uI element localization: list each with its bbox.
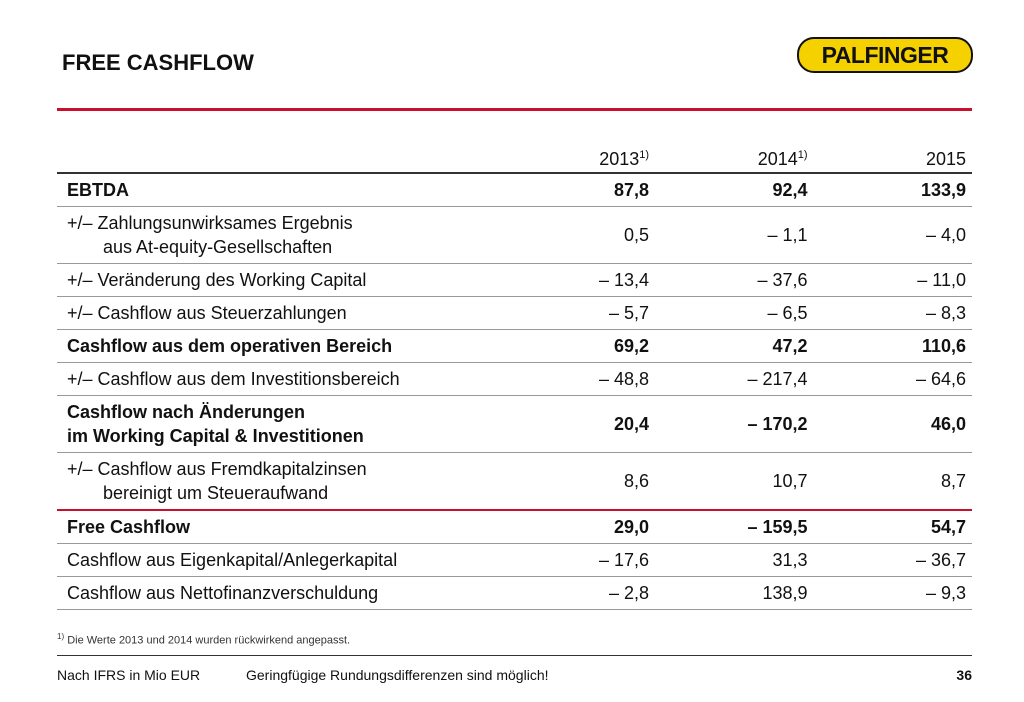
table-row: Free Cashflow 29,0– 159,5 54,7 [57, 509, 972, 544]
footer-note: Geringfügige Rundungsdifferenzen sind mö… [246, 667, 549, 683]
value-cell: – 11,0 [813, 263, 972, 297]
label-line: bereinigt um Steueraufwand [103, 483, 329, 503]
table-row: Cashflow aus dem operativen Bereich 69,2 4… [57, 329, 972, 363]
value-cell: 10,7 [655, 452, 814, 511]
value-cell: – 217,4 [655, 362, 814, 396]
row-label: +/– Cashflow aus Fremdkapitalzinsen berei… [57, 452, 497, 511]
value-cell: – 37,6 [655, 263, 814, 297]
label-line: +/– Veränderung des Working Capital [67, 270, 367, 290]
row-label: +/– Veränderung des Working Capital [57, 263, 497, 297]
value-cell: 31,3 [655, 543, 814, 577]
value-cell: 87,8 [496, 173, 656, 207]
label-line: +/– Cashflow aus Steuerzahlungen [67, 303, 347, 323]
table-row: Cashflow aus Nettofinanzverschuldung – 2,… [57, 576, 972, 610]
column-header: 20141) [655, 140, 814, 174]
value-cell: 8,7 [813, 452, 972, 511]
row-label: EBTDA [57, 173, 497, 207]
row-label: +/– Cashflow aus Steuerzahlungen [57, 296, 497, 330]
label-line: Cashflow aus dem operativen Bereich [67, 336, 393, 356]
footnote-text: Die Werte 2013 und 2014 wurden rückwirke… [67, 634, 351, 647]
value-cell: – 64,6 [813, 362, 972, 396]
label-line: Cashflow aus Eigenkapital/Anlegerkapital [67, 550, 398, 570]
footnote: 1) Die Werte 2013 und 2014 wurden rückwi… [57, 632, 350, 647]
value-cell: 54,7 [813, 509, 972, 544]
value-cell: 47,2 [655, 329, 814, 363]
value-cell: 133,9 [813, 173, 972, 207]
table-body: EBTDA 87,8 92,4 133,9 +/– Zahlungsunwirksame… [57, 173, 972, 610]
rule [57, 108, 972, 111]
value-cell: – 8,3 [813, 296, 972, 330]
row-label: Cashflow aus dem operativen Bereich [57, 329, 497, 363]
value-cell: – 6,5 [655, 296, 814, 330]
label-line: +/– Cashflow aus Fremdkapitalzinsen [67, 459, 367, 479]
value-cell: 138,9 [655, 576, 814, 610]
column-header: 2015 [813, 140, 972, 174]
value-cell: 110,6 [813, 329, 972, 363]
row-label: Cashflow nach Änderungen im Working Capit… [57, 395, 497, 453]
row-label: +/– Zahlungsunwirksames Ergebnis aus At-e… [57, 206, 497, 264]
row-label: +/– Cashflow aus dem Investitionsbereich [57, 362, 497, 396]
value-cell: 20,4 [496, 395, 656, 453]
value-cell: 46,0 [813, 395, 972, 453]
label-line: +/– Zahlungsunwirksames Ergebnis [67, 213, 353, 233]
row-label: Cashflow aus Nettofinanzverschuldung [57, 576, 497, 610]
rule [57, 655, 972, 656]
label-line: Cashflow nach Änderungen [67, 402, 306, 422]
label-line: im Working Capital & Investitionen [67, 426, 364, 446]
column-note: 1) [797, 149, 808, 161]
table-row: Cashflow aus Eigenkapital/Anlegerkapital… [57, 543, 972, 577]
table-row: EBTDA 87,8 92,4 133,9 [57, 173, 972, 207]
footer-unit: Nach IFRS in Mio EUR [57, 667, 201, 683]
value-cell: – 170,2 [655, 395, 814, 453]
value-cell: – 13,4 [496, 263, 656, 297]
label-line: aus At-equity-Gesellschaften [103, 237, 333, 257]
value-cell: 29,0 [496, 509, 656, 544]
header-cell [57, 140, 497, 174]
label-line: Cashflow aus Nettofinanzverschuldung [67, 583, 379, 603]
column-year: 2014 [757, 149, 798, 169]
title: FREE CASHFLOW [62, 50, 254, 75]
footnote-mark: 1) [57, 632, 65, 641]
value-cell: – 17,6 [496, 543, 656, 577]
label-line: +/– Cashflow aus dem Investitionsbereich [67, 369, 400, 389]
row-label: Free Cashflow [57, 509, 497, 544]
value-cell: 92,4 [655, 173, 814, 207]
header-row: 20131) 20141) 2015 [57, 140, 972, 174]
column-header: 20131) [496, 140, 656, 174]
value-cell: 8,6 [496, 452, 656, 511]
label-line: Free Cashflow [67, 517, 191, 537]
table-row: Cashflow nach Änderungen im Working Capit… [57, 395, 972, 453]
value-cell: 69,2 [496, 329, 656, 363]
value-cell: – 159,5 [655, 509, 814, 544]
value-cell: – 4,0 [813, 206, 972, 264]
table-row: +/– Zahlungsunwirksames Ergebnis aus At-e… [57, 206, 972, 264]
column-note: 1) [639, 149, 650, 161]
label-line: EBTDA [67, 180, 129, 200]
value-cell: – 48,8 [496, 362, 656, 396]
column-year: 2013 [599, 149, 640, 169]
value-cell: – 1,1 [655, 206, 814, 264]
row-label: Cashflow aus Eigenkapital/Anlegerkapital [57, 543, 497, 577]
table-row: +/– Veränderung des Working Capital – 13,… [57, 263, 972, 297]
table: 20131) 20141) 2015 EBTDA 87,8 92,4 133,9 +/– Z… [57, 140, 972, 610]
page-number: 36 [956, 667, 972, 683]
value-cell: – 9,3 [813, 576, 972, 610]
value-cell: 0,5 [496, 206, 656, 264]
value-cell: – 5,7 [496, 296, 656, 330]
table-row: +/– Cashflow aus dem Investitionsbereich… [57, 362, 972, 396]
logo: PALFINGER [797, 37, 973, 73]
table-row: +/– Cashflow aus Fremdkapitalzinsen berei… [57, 452, 972, 511]
table-row: +/– Cashflow aus Steuerzahlungen – 5,7– 6… [57, 296, 972, 330]
value-cell: – 36,7 [813, 543, 972, 577]
value-cell: – 2,8 [496, 576, 656, 610]
column-year: 2015 [925, 149, 966, 169]
